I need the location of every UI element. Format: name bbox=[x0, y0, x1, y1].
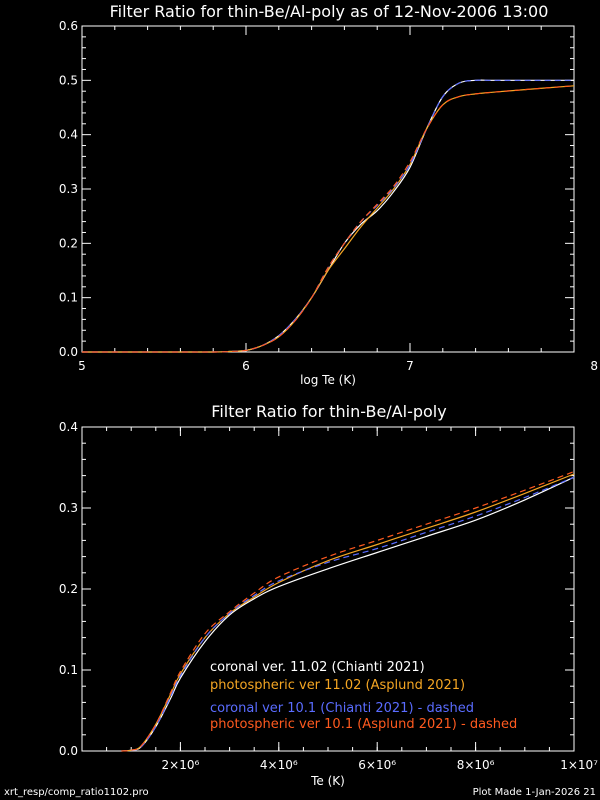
top-ytick-label: 0.1 bbox=[59, 291, 78, 305]
top-chart: Filter Ratio for thin-Be/Al-poly as of 1… bbox=[59, 2, 598, 387]
footer-plot-date: Plot Made 1-Jan-2026 21 bbox=[473, 787, 596, 798]
top-chart-xlabel: log Te (K) bbox=[300, 373, 356, 387]
top-xtick-label: 8 bbox=[590, 359, 598, 373]
bottom-ytick-label: 0.3 bbox=[59, 501, 78, 515]
top-ytick-label: 0.2 bbox=[59, 236, 78, 250]
bottom-chart-title: Filter Ratio for thin-Be/Al-poly bbox=[211, 402, 446, 421]
bottom-ytick-label: 0.4 bbox=[59, 420, 78, 434]
bottom-chart-ticks: 0.0 0.1 0.2 0.3 0.4 2×10⁶ 4×10⁶ 6×10⁶ 8×10⁶ 1×10⁷ bbox=[59, 420, 598, 772]
bottom-chart-xlabel: Te (K) bbox=[310, 774, 345, 788]
top-ytick-label: 0.5 bbox=[59, 73, 78, 87]
legend-entry-photospheric-11: photospheric ver 11.02 (Asplund 2021) bbox=[210, 678, 465, 693]
top-series-line-0 bbox=[81, 79, 574, 353]
footer-procedure: xrt_resp/comp_ratio1102.pro bbox=[4, 787, 149, 798]
top-series-line-1 bbox=[81, 85, 575, 353]
bottom-xtick-label: 2×10⁶ bbox=[162, 758, 200, 772]
top-xtick-label: 7 bbox=[406, 359, 414, 373]
top-ytick-label: 0.0 bbox=[59, 345, 78, 359]
top-series-line-3 bbox=[81, 85, 575, 353]
bottom-ytick-label: 0.0 bbox=[59, 744, 78, 758]
bottom-ytick-label: 0.1 bbox=[59, 663, 78, 677]
legend: coronal ver. 11.02 (Chianti 2021) photos… bbox=[210, 660, 517, 732]
legend-entry-coronal-10: coronal ver 10.1 (Chianti 2021) - dashed bbox=[210, 701, 474, 716]
legend-entry-photospheric-10: photospheric ver 10.1 (Asplund 2021) - d… bbox=[210, 717, 517, 732]
top-ytick-label: 0.6 bbox=[59, 19, 78, 33]
bottom-xtick-label: 1×10⁷ bbox=[560, 758, 598, 772]
top-chart-series bbox=[81, 79, 575, 353]
top-chart-title: Filter Ratio for thin-Be/Al-poly as of 1… bbox=[110, 2, 549, 21]
bottom-xtick-label: 8×10⁶ bbox=[457, 758, 495, 772]
top-ytick-label: 0.3 bbox=[59, 182, 78, 196]
bottom-series-line-3 bbox=[121, 471, 575, 752]
top-xtick-label: 6 bbox=[242, 359, 250, 373]
top-series-line-2 bbox=[81, 79, 574, 353]
bottom-series-line-2 bbox=[121, 476, 575, 752]
legend-entry-coronal-11: coronal ver. 11.02 (Chianti 2021) bbox=[210, 660, 425, 675]
top-chart-frame bbox=[81, 25, 575, 353]
bottom-chart-series bbox=[121, 471, 575, 752]
top-ytick-label: 0.4 bbox=[59, 128, 78, 142]
bottom-ytick-label: 0.2 bbox=[59, 582, 78, 596]
bottom-xtick-label: 6×10⁶ bbox=[358, 758, 396, 772]
top-chart-ticks: 0.0 0.1 0.2 0.3 0.4 0.5 0.6 5 6 7 8 bbox=[59, 19, 598, 373]
top-xtick-label: 5 bbox=[78, 359, 86, 373]
bottom-chart: Filter Ratio for thin-Be/Al-poly 0.00.10… bbox=[59, 402, 598, 788]
bottom-xtick-label: 4×10⁶ bbox=[260, 758, 298, 772]
